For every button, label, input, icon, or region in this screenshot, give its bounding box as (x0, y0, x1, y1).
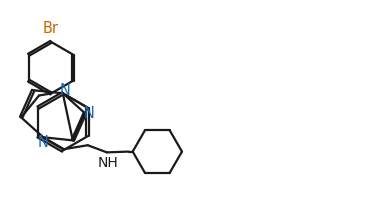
Text: N: N (60, 83, 71, 98)
Text: Br: Br (43, 21, 59, 36)
Text: NH: NH (97, 155, 118, 170)
Text: N: N (83, 106, 94, 121)
Text: N: N (38, 135, 49, 150)
